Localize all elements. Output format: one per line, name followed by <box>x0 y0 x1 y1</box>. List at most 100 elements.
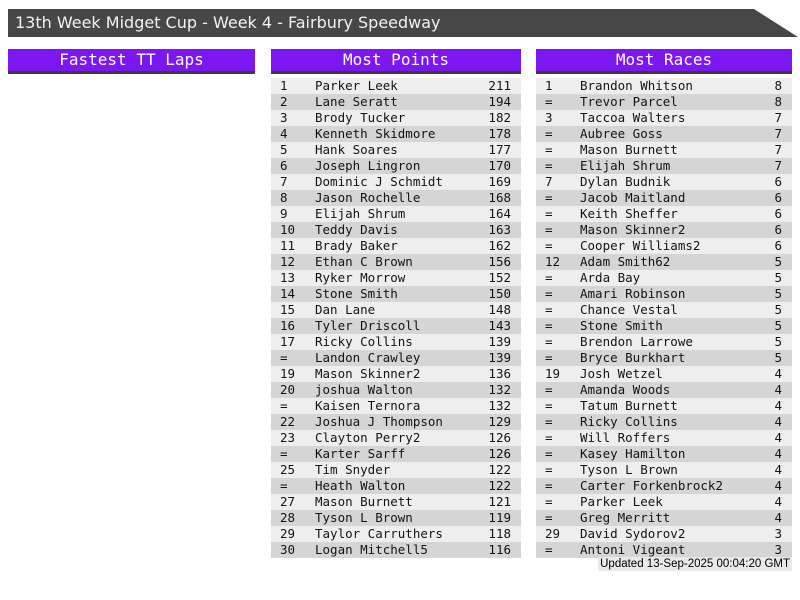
section-header-fastest-tt-laps: Fastest TT Laps <box>8 49 255 74</box>
rank-cell: = <box>545 94 553 109</box>
table-row: 2 Lane Seratt 194 <box>271 94 521 110</box>
value-cell: 8 <box>774 78 782 93</box>
table-row: = Will Roffers 4 <box>536 430 792 446</box>
rank-cell: 12 <box>545 254 561 269</box>
driver-name-cell: Dan Lane <box>315 302 376 317</box>
table-row: 5 Hank Soares 177 <box>271 142 521 158</box>
rank-cell: = <box>545 350 553 365</box>
value-cell: 150 <box>488 286 511 301</box>
rank-cell: 12 <box>280 254 296 269</box>
driver-name-cell: Teddy Davis <box>315 222 398 237</box>
driver-name-cell: Mason Skinner2 <box>580 222 686 237</box>
table-row: = Aubree Goss 7 <box>536 126 792 142</box>
page-title: 13th Week Midget Cup - Week 4 - Fairbury… <box>15 13 441 32</box>
driver-name-cell: Brody Tucker <box>315 110 406 125</box>
driver-name-cell: Kaisen Ternora <box>315 398 421 413</box>
value-cell: 7 <box>774 142 782 157</box>
rank-cell: = <box>545 318 553 333</box>
rank-cell: = <box>545 286 553 301</box>
table-row: = Tyson L Brown 4 <box>536 462 792 478</box>
section-most-races: Most Races 1 Brandon Whitson 8 = Trevor Parc… <box>536 49 792 558</box>
driver-name-cell: Antoni Vigeant <box>580 542 686 557</box>
table-row: = Mason Burnett 7 <box>536 142 792 158</box>
table-row: = Greg Merritt 4 <box>536 510 792 526</box>
driver-name-cell: Parker Leek <box>315 78 398 93</box>
rank-cell: = <box>545 446 553 461</box>
table-row: 14 Stone Smith 150 <box>271 286 521 302</box>
driver-name-cell: Trevor Parcel <box>580 94 678 109</box>
driver-name-cell: Ricky Collins <box>315 334 413 349</box>
table-row: = Amanda Woods 4 <box>536 382 792 398</box>
table-row: 12 Adam Smith62 5 <box>536 254 792 270</box>
rank-cell: 29 <box>545 526 561 541</box>
value-cell: 6 <box>774 206 782 221</box>
value-cell: 7 <box>774 126 782 141</box>
driver-name-cell: Mason Burnett <box>315 494 413 509</box>
driver-name-cell: Mason Skinner2 <box>315 366 421 381</box>
driver-name-cell: joshua Walton <box>315 382 413 397</box>
table-row: = Cooper Williams2 6 <box>536 238 792 254</box>
value-cell: 4 <box>774 494 782 509</box>
driver-name-cell: Jacob Maitland <box>580 190 686 205</box>
table-row: 19 Mason Skinner2 136 <box>271 366 521 382</box>
table-row: = Kaisen Ternora 132 <box>271 398 521 414</box>
table-row: = Carter Forkenbrock2 4 <box>536 478 792 494</box>
value-cell: 139 <box>488 334 511 349</box>
driver-name-cell: Greg Merritt <box>580 510 671 525</box>
table-row: 29 Taylor Carruthers 118 <box>271 526 521 542</box>
rank-cell: = <box>280 478 288 493</box>
driver-name-cell: Parker Leek <box>580 494 663 509</box>
rank-cell: 22 <box>280 414 296 429</box>
rank-cell: = <box>545 206 553 221</box>
table-row: = Parker Leek 4 <box>536 494 792 510</box>
rank-cell: 17 <box>280 334 296 349</box>
table-row: = Ricky Collins 4 <box>536 414 792 430</box>
driver-name-cell: Kasey Hamilton <box>580 446 686 461</box>
rank-cell: = <box>545 382 553 397</box>
rank-cell: = <box>545 510 553 525</box>
value-cell: 7 <box>774 110 782 125</box>
value-cell: 178 <box>488 126 511 141</box>
value-cell: 136 <box>488 366 511 381</box>
table-row: 4 Kenneth Skidmore 178 <box>271 126 521 142</box>
table-row: = Stone Smith 5 <box>536 318 792 334</box>
table-row: 20 joshua Walton 132 <box>271 382 521 398</box>
value-cell: 8 <box>774 94 782 109</box>
value-cell: 168 <box>488 190 511 205</box>
value-cell: 6 <box>774 190 782 205</box>
table-row: 11 Brady Baker 162 <box>271 238 521 254</box>
driver-name-cell: Taccoa Walters <box>580 110 686 125</box>
rank-cell: 19 <box>545 366 561 381</box>
table-row: 17 Ricky Collins 139 <box>271 334 521 350</box>
value-cell: 4 <box>774 430 782 445</box>
driver-name-cell: Brady Baker <box>315 238 398 253</box>
value-cell: 143 <box>488 318 511 333</box>
driver-name-cell: Elijah Shrum <box>315 206 406 221</box>
rank-cell: 20 <box>280 382 296 397</box>
table-row: = Arda Bay 5 <box>536 270 792 286</box>
table-row: 9 Elijah Shrum 164 <box>271 206 521 222</box>
table-row: 15 Dan Lane 148 <box>271 302 521 318</box>
value-cell: 164 <box>488 206 511 221</box>
driver-name-cell: Dominic J Schmidt <box>315 174 443 189</box>
value-cell: 163 <box>488 222 511 237</box>
table-row: 27 Mason Burnett 121 <box>271 494 521 510</box>
value-cell: 4 <box>774 510 782 525</box>
table-row: 12 Ethan C Brown 156 <box>271 254 521 270</box>
rank-cell: 14 <box>280 286 296 301</box>
rank-cell: = <box>545 414 553 429</box>
section-most-points: Most Points 1 Parker Leek 211 2 Lane Seratt 1… <box>271 49 521 558</box>
table-row: = Landon Crawley 139 <box>271 350 521 366</box>
table-row: = Elijah Shrum 7 <box>536 158 792 174</box>
table-row: 29 David Sydorov2 3 <box>536 526 792 542</box>
rank-cell: = <box>545 270 553 285</box>
driver-name-cell: Cooper Williams2 <box>580 238 701 253</box>
table-row: = Tatum Burnett 4 <box>536 398 792 414</box>
value-cell: 4 <box>774 446 782 461</box>
table-row: 1 Parker Leek 211 <box>271 78 521 94</box>
value-cell: 5 <box>774 254 782 269</box>
value-cell: 132 <box>488 398 511 413</box>
table-row: = Jacob Maitland 6 <box>536 190 792 206</box>
driver-name-cell: Ricky Collins <box>580 414 678 429</box>
value-cell: 5 <box>774 270 782 285</box>
